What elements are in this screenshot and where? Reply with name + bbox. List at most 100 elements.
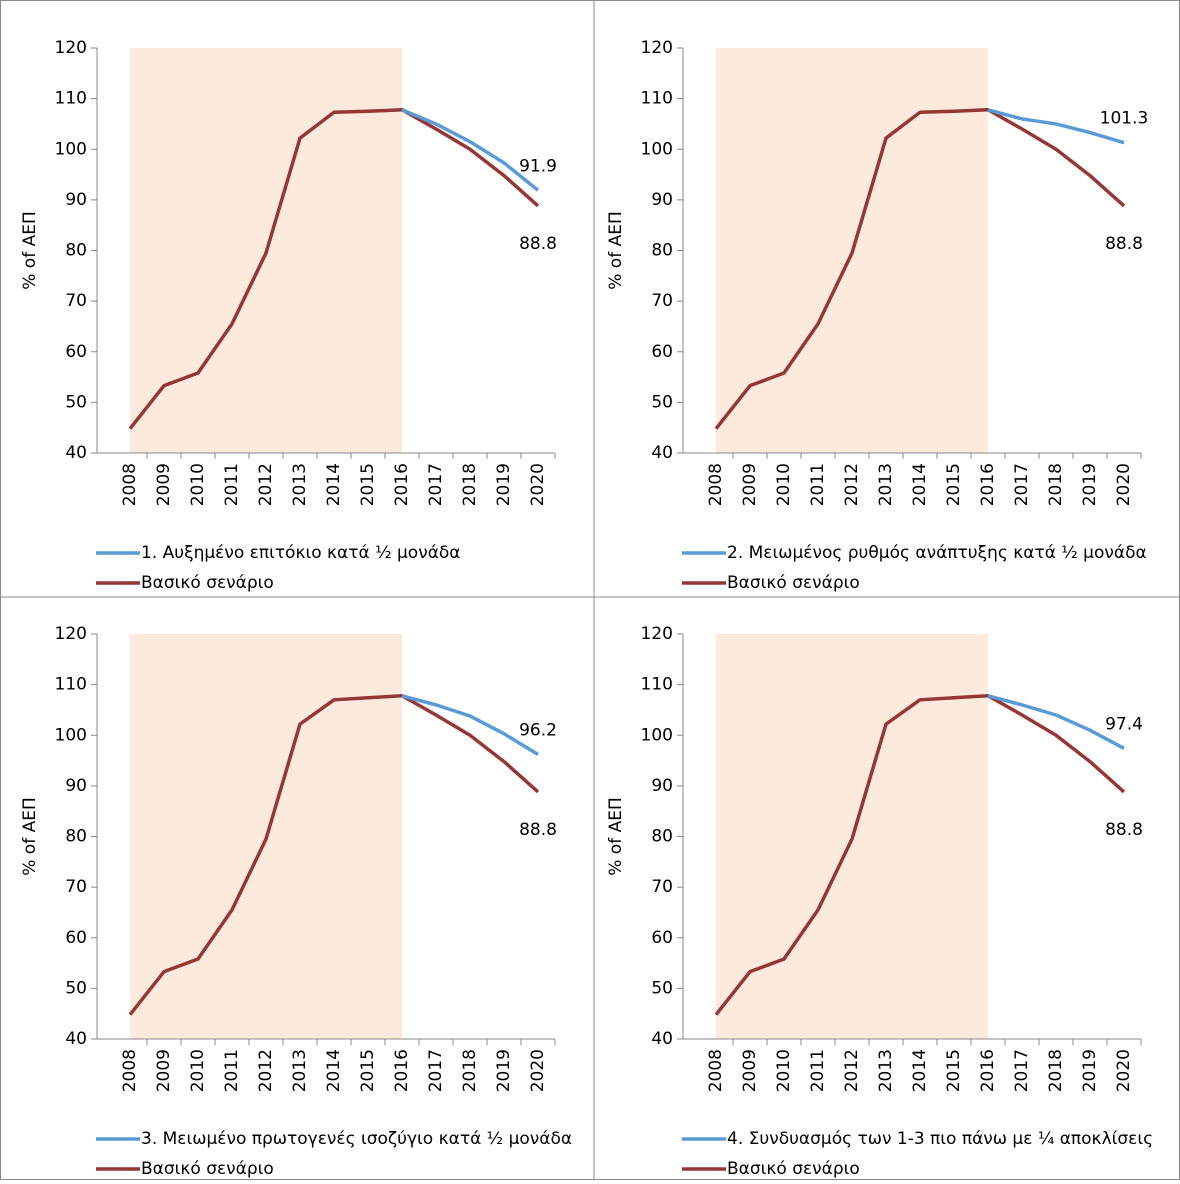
y-tick-label: 120: [641, 38, 673, 58]
x-tick-label: 2012: [256, 1049, 276, 1092]
y-tick-label: 100: [641, 725, 673, 745]
x-tick-label: 2009: [154, 1049, 174, 1092]
x-tick-label: 2012: [842, 463, 862, 506]
y-tick-label: 80: [651, 241, 673, 261]
x-tick-label: 2015: [944, 1049, 964, 1092]
chart-panel: 40 50 60 70 80 90 100 110 120 % of ΑΕΠ 2008 2009 201…: [20, 624, 572, 1179]
x-tick-label: 2019: [494, 463, 514, 506]
series-line: [714, 694, 1126, 1016]
y-tick-label: 120: [55, 38, 87, 58]
x-tick-label: 2014: [910, 463, 930, 506]
x-tick-label: 2018: [460, 463, 480, 506]
y-axis-label: % of ΑΕΠ: [20, 797, 40, 876]
series-line: [987, 694, 1125, 750]
data-label: 97.4: [1105, 714, 1143, 734]
legend-label: 1. Αυξημένο επιτόκιο κατά ½ μονάδα: [141, 543, 461, 563]
x-tick-label: 2014: [324, 1049, 344, 1092]
x-tick-label: 2011: [808, 463, 828, 506]
series-line: [401, 108, 540, 192]
y-tick-label: 50: [651, 392, 673, 412]
y-tick-label: 120: [55, 624, 87, 644]
x-tick-label: 2013: [290, 1049, 310, 1092]
x-tick-label: 2015: [358, 463, 378, 506]
x-tick-label: 2008: [120, 1049, 140, 1092]
y-tick-label: 70: [65, 291, 87, 311]
x-tick-label: 2010: [774, 1049, 794, 1092]
x-tick-label: 2009: [740, 463, 760, 506]
y-tick-label: 60: [651, 928, 673, 948]
y-tick-label: 90: [65, 190, 87, 210]
y-tick-label: 90: [651, 190, 673, 210]
y-tick-label: 80: [65, 827, 87, 847]
y-tick-label: 80: [65, 241, 87, 261]
y-axis-label: % of ΑΕΠ: [606, 797, 626, 876]
data-label: 101.3: [1100, 109, 1149, 129]
x-tick-label: 2008: [706, 1049, 726, 1092]
y-tick-label: 100: [55, 139, 87, 159]
y-tick-label: 120: [641, 624, 673, 644]
legend-label: Βασικό σενάριο: [727, 573, 860, 593]
y-tick-label: 40: [65, 1029, 87, 1049]
x-tick-label: 2014: [910, 1049, 930, 1092]
y-tick-label: 40: [65, 443, 87, 463]
legend-label: Βασικό σενάριο: [141, 1159, 274, 1179]
x-tick-label: 2018: [1046, 1049, 1066, 1092]
x-tick-label: 2013: [876, 1049, 896, 1092]
x-tick-label: 2009: [154, 463, 174, 506]
y-axis-label: % of ΑΕΠ: [606, 211, 626, 290]
series-line: [714, 108, 1126, 430]
x-tick-label: 2017: [426, 463, 446, 506]
legend-label: 4. Συνδυασμός των 1-3 πιο πάνω με ¼ αποκ…: [727, 1129, 1153, 1149]
x-tick-label: 2012: [842, 1049, 862, 1092]
x-tick-label: 2013: [290, 463, 310, 506]
x-tick-label: 2020: [1114, 463, 1134, 506]
chart-panel: 40 50 60 70 80 90 100 110 120 % of ΑΕΠ 2008 2009 201…: [20, 38, 557, 593]
legend-label: Βασικό σενάριο: [727, 1159, 860, 1179]
x-tick-label: 2010: [188, 1049, 208, 1092]
x-tick-label: 2020: [528, 463, 548, 506]
y-tick-label: 110: [55, 675, 87, 695]
y-tick-label: 40: [651, 443, 673, 463]
y-tick-label: 60: [65, 342, 87, 362]
x-tick-label: 2009: [740, 1049, 760, 1092]
x-tick-label: 2010: [774, 463, 794, 506]
chart-panel: 40 50 60 70 80 90 100 110 120 % of ΑΕΠ 2008 2009 201…: [606, 38, 1148, 593]
x-tick-label: 2008: [706, 463, 726, 506]
y-tick-label: 70: [65, 877, 87, 897]
y-tick-label: 110: [641, 675, 673, 695]
y-tick-label: 60: [65, 928, 87, 948]
y-tick-label: 50: [65, 392, 87, 412]
data-label: 88.8: [1105, 234, 1143, 254]
x-tick-label: 2020: [528, 1049, 548, 1092]
data-label: 91.9: [519, 156, 557, 176]
chart-panel: 40 50 60 70 80 90 100 110 120 % of ΑΕΠ 2008 2009 201…: [606, 624, 1153, 1179]
y-tick-label: 60: [651, 342, 673, 362]
y-tick-label: 100: [641, 139, 673, 159]
x-tick-label: 2008: [120, 463, 140, 506]
y-tick-label: 70: [651, 877, 673, 897]
series-line: [401, 694, 539, 756]
x-tick-label: 2015: [944, 463, 964, 506]
x-tick-label: 2011: [808, 1049, 828, 1092]
y-axis-label: % of ΑΕΠ: [20, 211, 40, 290]
legend-label: 3. Μειωμένο πρωτογενές ισοζύγιο κατά ½ μ…: [141, 1129, 572, 1149]
y-tick-label: 50: [651, 978, 673, 998]
x-tick-label: 2018: [1046, 463, 1066, 506]
x-tick-label: 2014: [324, 463, 344, 506]
x-tick-label: 2011: [222, 1049, 242, 1092]
x-tick-label: 2019: [494, 1049, 514, 1092]
y-tick-label: 110: [641, 89, 673, 109]
data-label: 96.2: [519, 720, 557, 740]
legend-label: 2. Μειωμένος ρυθμός ανάπτυξης κατά ½ μον…: [727, 543, 1147, 563]
y-tick-label: 90: [65, 776, 87, 796]
data-label: 88.8: [1105, 820, 1143, 840]
x-tick-label: 2019: [1080, 1049, 1100, 1092]
y-tick-label: 80: [651, 827, 673, 847]
x-tick-label: 2016: [978, 463, 998, 506]
x-tick-label: 2012: [256, 463, 276, 506]
x-tick-label: 2011: [222, 463, 242, 506]
data-label: 88.8: [519, 820, 557, 840]
x-tick-label: 2016: [978, 1049, 998, 1092]
x-tick-label: 2013: [876, 463, 896, 506]
